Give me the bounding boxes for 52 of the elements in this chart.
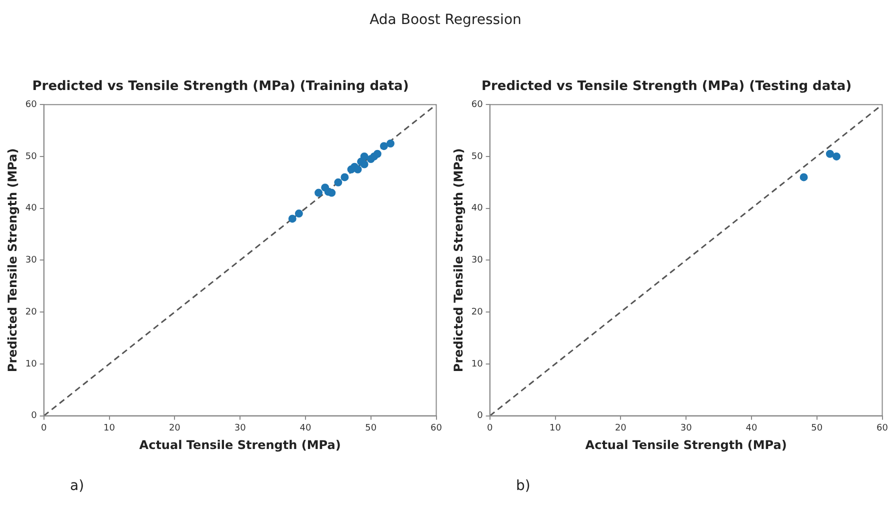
x-tick-label: 50 (811, 424, 823, 434)
point (373, 150, 382, 158)
point (360, 152, 368, 160)
y-tick-label: 40 (471, 204, 484, 214)
x-tick-label: 30 (680, 424, 692, 434)
y-tick-label: 10 (471, 359, 484, 370)
y-tick-label: 60 (471, 100, 484, 110)
y-axis-title: Predicted Tensile Strength (MPa) (451, 148, 466, 372)
y-axis-title: Predicted Tensile Strength (MPa) (5, 148, 20, 372)
point (800, 173, 808, 182)
x-tick-label: 10 (550, 424, 562, 434)
x-tick-label: 60 (430, 424, 442, 434)
y-tick-label: 20 (25, 307, 38, 318)
x-tick-label: 60 (876, 424, 888, 434)
x-tick-label: 0 (486, 424, 493, 434)
y-tick-label: 60 (25, 100, 38, 110)
point (328, 188, 336, 197)
x-tick-label: 0 (40, 424, 47, 434)
x-tick-label: 30 (234, 424, 246, 434)
y-tick-label: 30 (471, 256, 484, 266)
x-tick-label: 40 (300, 424, 312, 434)
point (334, 178, 342, 186)
point (294, 210, 303, 218)
x-tick-label: 20 (168, 424, 181, 434)
point (826, 150, 834, 158)
point (354, 165, 362, 174)
point (386, 140, 394, 148)
text: a) (70, 478, 84, 494)
y-tick-label: 10 (25, 359, 38, 370)
y-tick-label: 50 (25, 152, 38, 162)
x-tick-label: 40 (746, 424, 758, 434)
y-tick-label: 20 (471, 307, 484, 318)
point (380, 142, 388, 150)
y-tick-label: 40 (25, 204, 38, 214)
x-tick-label: 20 (614, 424, 627, 434)
x-tick-label: 10 (104, 424, 116, 434)
x-axis-title: Actual Tensile Strength (MPa) (585, 438, 787, 452)
x-tick-label: 50 (365, 424, 377, 434)
chart-title: Predicted vs Tensile Strength (MPa) (Testing data) (481, 79, 852, 94)
text: b) (516, 478, 530, 494)
point (288, 214, 296, 223)
text: Ada Boost Regression (368, 12, 522, 28)
point (832, 152, 840, 160)
point (314, 188, 323, 197)
y-tick-label: 30 (25, 256, 38, 266)
point (340, 173, 349, 182)
y-tick-label: 50 (471, 152, 484, 162)
y-tick-label: 0 (477, 411, 484, 422)
chart-title: Predicted vs Tensile Strength (MPa) (Training data) (32, 79, 409, 94)
x-axis-title: Actual Tensile Strength (MPa) (139, 438, 341, 452)
point (360, 160, 368, 168)
y-tick-label: 0 (31, 411, 38, 422)
